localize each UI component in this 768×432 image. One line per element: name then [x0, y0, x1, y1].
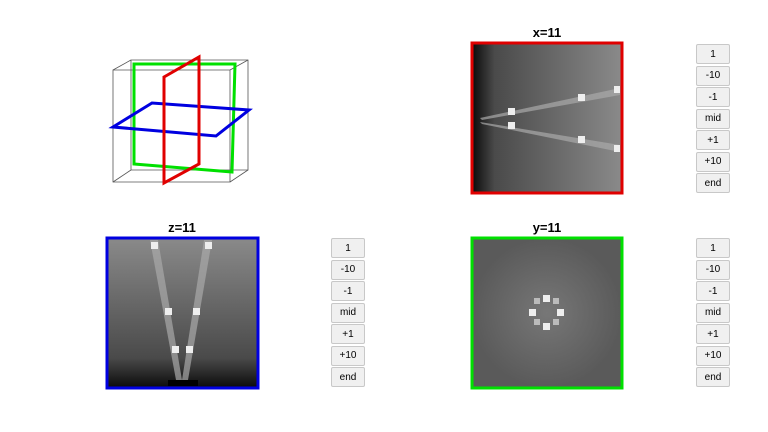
slice-title: z=11 — [168, 220, 196, 235]
step-button[interactable]: mid — [331, 302, 365, 323]
step-button[interactable]: +10 — [331, 345, 365, 366]
slice-title: x=11 — [532, 25, 562, 40]
step-button[interactable]: end — [331, 367, 365, 387]
step-button[interactable]: -10 — [331, 259, 365, 280]
slice-image-z — [105, 236, 260, 390]
cube-diagram — [108, 54, 253, 186]
step-button[interactable]: +1 — [696, 130, 730, 150]
step-button[interactable]: end — [696, 173, 730, 193]
step-button[interactable]: +1 — [331, 324, 365, 344]
step-button[interactable]: +1 — [696, 324, 730, 344]
step-button[interactable]: 1 — [696, 44, 730, 64]
step-button[interactable]: -10 — [696, 259, 730, 280]
step-button[interactable]: end — [696, 367, 730, 387]
slice-image-x — [470, 41, 624, 195]
step-button[interactable]: -1 — [696, 281, 730, 301]
step-button[interactable]: -1 — [331, 281, 365, 301]
slice-image-y — [470, 236, 624, 390]
step-button[interactable]: -1 — [696, 87, 730, 107]
step-button[interactable]: -10 — [696, 65, 730, 86]
step-button[interactable]: +10 — [696, 345, 730, 366]
step-button[interactable]: +10 — [696, 151, 730, 172]
step-button[interactable]: 1 — [696, 238, 730, 258]
step-button[interactable]: mid — [696, 108, 730, 129]
step-button[interactable]: 1 — [331, 238, 365, 258]
step-button[interactable]: mid — [696, 302, 730, 323]
slice-title: y=11 — [532, 220, 562, 235]
